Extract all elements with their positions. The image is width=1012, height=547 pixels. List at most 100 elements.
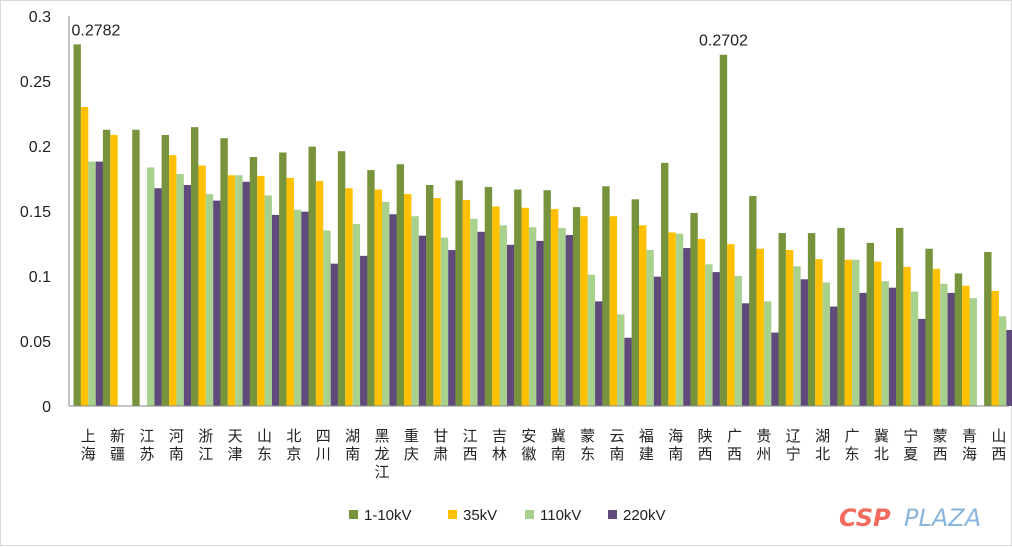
x-tick-label: 江苏	[140, 427, 155, 463]
bar	[713, 272, 720, 406]
watermark-logo: CSP PLAZA	[839, 504, 981, 532]
x-tick-label: 云南	[610, 427, 625, 463]
bar	[220, 138, 227, 406]
bar	[632, 199, 639, 406]
bar	[162, 135, 169, 406]
bar	[353, 224, 360, 406]
bar	[779, 233, 786, 406]
bar	[698, 239, 705, 406]
bar	[551, 209, 558, 406]
x-tick-label: 江西	[463, 427, 478, 463]
bar	[683, 248, 690, 406]
x-tick-label: 天津	[228, 427, 243, 463]
bar	[514, 190, 521, 406]
bar	[309, 147, 316, 406]
bar	[720, 55, 727, 406]
bar	[191, 127, 198, 406]
y-tick-label: 0.05	[20, 334, 51, 351]
legend-swatch	[448, 510, 457, 519]
bar	[448, 250, 455, 406]
bar	[933, 269, 940, 406]
x-tick-label: 北京	[286, 427, 301, 463]
x-tick-label: 河南	[169, 427, 184, 463]
bar	[837, 228, 844, 406]
x-tick-label: 湖南	[345, 427, 360, 463]
bar	[243, 182, 250, 406]
bar	[257, 176, 264, 406]
bar	[948, 293, 955, 406]
bar	[154, 188, 161, 406]
bar	[279, 153, 286, 407]
bar	[639, 225, 646, 406]
y-tick-label: 0.2	[29, 139, 51, 156]
watermark-part1: CSP	[839, 504, 891, 532]
bar	[610, 216, 617, 406]
y-tick-label: 0.25	[20, 74, 51, 91]
bar	[668, 232, 675, 406]
watermark-part2: PLAZA	[904, 504, 981, 532]
bar	[580, 216, 587, 406]
bar	[859, 293, 866, 406]
bar	[889, 288, 896, 406]
bar	[132, 130, 139, 406]
bar	[103, 130, 110, 406]
x-tick-label: 重庆	[404, 427, 419, 463]
y-tick-label: 0.3	[29, 9, 51, 26]
bar	[507, 245, 514, 406]
bar	[404, 194, 411, 406]
bar	[345, 188, 352, 406]
bar	[81, 107, 88, 406]
x-tick-label: 辽宁	[786, 427, 801, 463]
bar	[558, 228, 565, 406]
x-tick-label: 福建	[639, 427, 654, 463]
bar	[96, 162, 103, 406]
x-tick-label: 蒙西	[933, 427, 948, 463]
bar	[602, 186, 609, 406]
bar	[624, 338, 631, 406]
bar	[110, 135, 117, 406]
bar	[198, 166, 205, 407]
data-label: 0.2702	[699, 33, 748, 50]
legend-swatch	[349, 510, 358, 519]
bar	[485, 187, 492, 406]
legend-label: 220kV	[623, 507, 666, 524]
bar	[397, 164, 404, 406]
x-tick-label: 山东	[257, 427, 272, 463]
bar	[808, 233, 815, 406]
bar	[918, 319, 925, 406]
x-tick-label: 海南	[668, 427, 683, 463]
bar	[588, 275, 595, 406]
bar	[940, 284, 947, 406]
bar	[867, 243, 874, 406]
bar	[646, 250, 653, 406]
x-tick-label: 甘肃	[433, 427, 448, 463]
bar	[323, 231, 330, 407]
bar	[970, 298, 977, 406]
bar	[235, 175, 242, 406]
x-tick-label: 安徽	[521, 427, 536, 463]
bar	[727, 244, 734, 406]
x-tick-label: 陕西	[698, 427, 713, 463]
bar	[470, 219, 477, 406]
bar	[382, 202, 389, 406]
x-tick-label: 宁夏	[903, 427, 918, 463]
bars	[74, 44, 1012, 406]
bar	[419, 236, 426, 406]
bar	[265, 195, 272, 406]
x-tick-label: 山西	[991, 427, 1006, 463]
legend-label: 35kV	[463, 507, 497, 524]
bar	[389, 214, 396, 406]
bar	[925, 249, 932, 406]
bar	[74, 44, 81, 406]
x-axis: 上海新疆江苏河南浙江天津山东北京四川湖南黑龙江重庆甘肃江西吉林安徽冀南蒙东云南福…	[69, 406, 1009, 481]
bar	[206, 194, 213, 406]
bar	[184, 185, 191, 406]
x-tick-label: 新疆	[110, 427, 125, 463]
bar	[999, 316, 1006, 406]
legend-label: 1-10kV	[364, 507, 412, 524]
bar	[375, 190, 382, 406]
bar	[852, 260, 859, 406]
